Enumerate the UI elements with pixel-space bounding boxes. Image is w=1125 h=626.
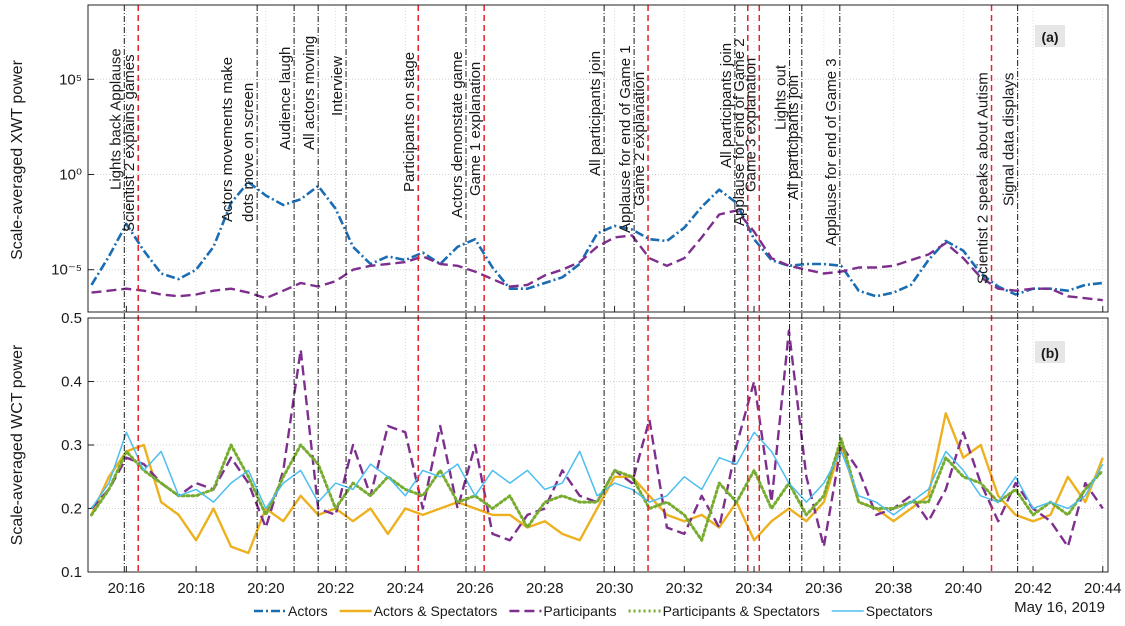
event-label: Participants on stage [401,52,418,192]
series-line [90,437,1105,542]
y-axis-label: Scale-averaged XWT power [9,59,26,259]
x-tick-label: 20:24 [387,580,425,597]
event-label: All participants join [587,51,604,176]
series-line [90,329,1104,548]
event-label: Actors movements make [219,57,236,222]
y-tick-label: 10⁻⁵ [51,262,82,279]
y-tick-label: 0.1 [61,564,82,581]
x-tick-label: 20:16 [108,580,146,597]
legend-label: Actors [288,603,328,619]
x-tick-label: 20:42 [1014,580,1052,597]
event-label: Scientist 2 explains games [121,54,138,232]
y-axis-label: Scale-averaged WCT power [9,344,26,545]
series-group [90,329,1105,555]
panel-label: (a) [1041,29,1058,45]
axes-frame [87,4,1109,313]
event-label: Game 3 explanation [742,58,759,192]
series-line [90,180,1103,298]
event-label: Lights out [773,64,790,130]
legend-label: Participants [543,603,616,619]
event-label: Applause for end of Game 3 [823,58,840,246]
x-tick-label: 20:22 [317,580,355,597]
x-tick-label: 20:18 [177,580,215,597]
x-tick-label: 20:26 [456,580,494,597]
event-label: Signal data displays [1001,73,1018,206]
event-label: Interview [329,56,346,116]
event-label: Actors demonstate game [449,51,466,218]
event-label: Game 1 explanation [467,62,484,196]
event-label: Scientist 2 speaks about Autism [975,72,992,284]
y-tick-label: 10⁰ [59,167,82,184]
event-label: Audience laugh [277,47,294,150]
panel-label-box [1035,341,1065,363]
event-label: All participants join [785,75,802,200]
event-label: dots move on screen [240,83,257,222]
event-label: All actors moving [301,36,318,150]
legend-label: Spectators [866,603,933,619]
x-tick-label: 20:20 [247,580,285,597]
event-label: Game 2 explanation [631,72,648,206]
series-group [90,180,1103,302]
x-tick-label: 20:30 [596,580,634,597]
series-line [90,431,1104,516]
panel-label: (b) [1041,345,1059,361]
x-tick-label: 20:38 [875,580,913,597]
series-line [90,412,1104,555]
y-tick-label: 0.5 [61,310,82,327]
axes-frame [87,317,1109,573]
series-line [91,209,1103,302]
x-tick-label: 20:28 [526,580,564,597]
event-label: Applause for end of Game 1 [617,45,634,233]
y-tick-label: 0.2 [61,501,82,518]
y-tick-label: 10⁵ [59,71,82,88]
x-tick-label: 20:40 [945,580,983,597]
legend-label: Participants & Spectators [663,603,820,619]
legend-label: Actors & Spectators [374,603,498,619]
x-tick-label: 20:44 [1084,580,1122,597]
plot-layer: 10⁻⁵ 10⁰ 10⁵ 0.1 0.2 0.3 0.4 0.5 20:16 20:18 20:20… [51,4,1122,619]
event-label: Applause for end of Game 2 [731,38,748,226]
x-tick-label: 20:32 [666,580,704,597]
event-label: All participants join [718,43,735,168]
x-tick-label: 20:36 [805,580,843,597]
y-tick-label: 0.3 [61,437,82,454]
date-label: May 16, 2019 [1014,599,1105,616]
plot-area [88,5,1108,312]
x-tick-label: 20:34 [735,580,773,597]
y-tick-label: 0.4 [61,374,82,391]
panel-label-box [1035,25,1065,47]
event-label: Lights back Applause [107,48,124,190]
